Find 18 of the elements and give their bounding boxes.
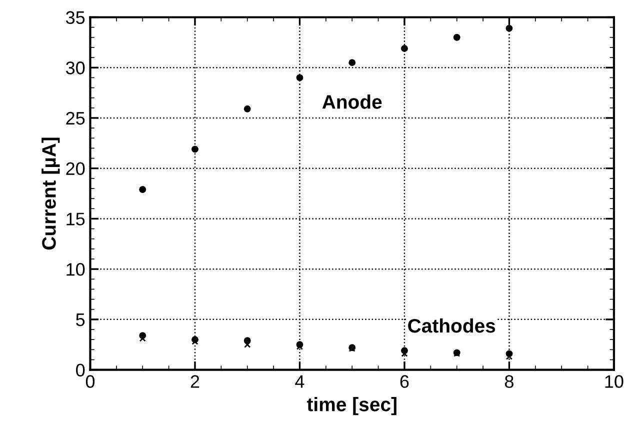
y-tick-label: 0 bbox=[76, 364, 85, 377]
x-tick-label: 8 bbox=[504, 375, 514, 388]
x-tick-label: 10 bbox=[605, 375, 624, 388]
x-axis-title: time [sec] bbox=[306, 397, 396, 416]
x-tick-label: 0 bbox=[86, 375, 95, 388]
y-tick-label: 35 bbox=[66, 11, 85, 24]
y-tick-label: 15 bbox=[66, 212, 85, 226]
x-tick-label: 6 bbox=[400, 375, 409, 388]
y-tick-label: 10 bbox=[66, 263, 85, 276]
annotation: Cathodes bbox=[408, 318, 496, 333]
annotation: Anode bbox=[322, 94, 382, 109]
y-tick-label: 25 bbox=[66, 112, 85, 125]
y-tick-label: 30 bbox=[66, 62, 85, 74]
x-tick-label: 4 bbox=[295, 375, 304, 388]
x-tick-label: 2 bbox=[190, 375, 200, 388]
y-tick-label: 5 bbox=[76, 314, 85, 326]
y-tick-label: 20 bbox=[66, 162, 85, 176]
y-axis-title: Current [µA] bbox=[42, 138, 60, 250]
